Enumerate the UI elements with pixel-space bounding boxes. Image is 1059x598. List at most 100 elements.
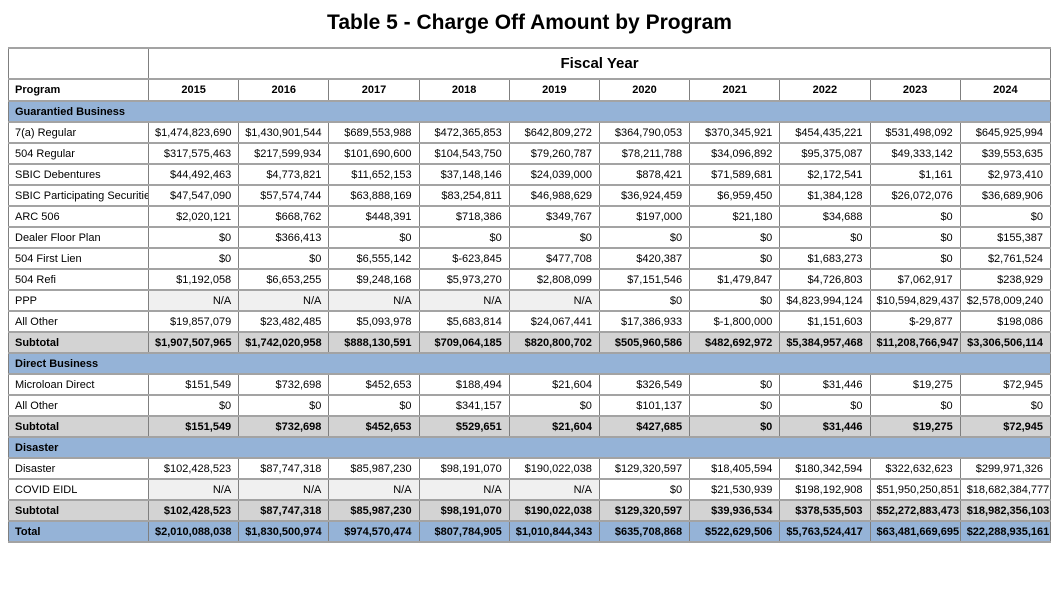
value-cell: $197,000: [598, 205, 691, 228]
value-cell: $472,365,853: [418, 121, 510, 144]
value-cell: $21,530,939: [689, 478, 781, 501]
value-cell: $-29,877: [869, 310, 961, 333]
value-cell: $155,387: [959, 226, 1052, 249]
value-cell: $44,492,463: [147, 163, 240, 186]
value-cell: $2,808,099: [508, 268, 600, 291]
program-column-header: Program: [8, 78, 149, 102]
section-header-row: Guarantied Business: [8, 100, 1051, 123]
total-value-cell: $22,288,935,161: [959, 520, 1052, 543]
value-cell: $47,547,090: [147, 184, 240, 207]
value-cell: $19,275: [869, 373, 961, 396]
value-cell: $104,543,750: [418, 142, 510, 165]
value-cell: $151,549: [147, 373, 240, 396]
table-row: All Other $0 $0 $0 $341,157 $0 $101,137 $0 $0 $0 $…: [8, 394, 1052, 417]
value-cell: $5,973,270: [418, 268, 510, 291]
total-label: Total: [8, 520, 149, 543]
subtotal-value-cell: $732,698: [238, 415, 330, 438]
subtotal-value-cell: $31,446: [779, 415, 871, 438]
subtotal-value-cell: $21,604: [508, 415, 600, 438]
subtotal-value-cell: $452,653: [328, 415, 420, 438]
year-header-2023: 2023: [869, 78, 961, 102]
value-cell: $2,172,541: [779, 163, 871, 186]
value-cell: $1,384,128: [779, 184, 871, 207]
subtotal-value-cell: $1,907,507,965: [147, 331, 240, 354]
table-row: PPP N/A N/A N/A N/A N/A $0 $0 $4,823,994,124 $10,…: [8, 289, 1052, 312]
value-cell: $0: [598, 478, 691, 501]
corner-cell: [8, 47, 149, 80]
value-cell: $180,342,594: [779, 457, 871, 480]
value-cell: $188,494: [418, 373, 510, 396]
value-cell: $129,320,597: [598, 457, 691, 480]
program-cell: PPP: [8, 289, 149, 312]
value-cell: $101,690,600: [328, 142, 420, 165]
value-cell: $-1,800,000: [689, 310, 781, 333]
total-value-cell: $635,708,868: [598, 520, 691, 543]
year-header-2016: 2016: [238, 78, 330, 102]
value-cell: $190,022,038: [508, 457, 600, 480]
subtotal-label: Subtotal: [8, 499, 149, 522]
value-cell: $878,421: [598, 163, 691, 186]
table-row: 504 Regular $317,575,463 $217,599,934 $101,…: [8, 142, 1052, 165]
value-cell: $0: [598, 289, 691, 312]
value-cell: $4,726,803: [779, 268, 871, 291]
value-cell: N/A: [418, 289, 510, 312]
total-value-cell: $807,784,905: [418, 520, 510, 543]
value-cell: $366,413: [238, 226, 330, 249]
value-cell: N/A: [147, 478, 240, 501]
year-header-2015: 2015: [147, 78, 240, 102]
value-cell: $4,823,994,124: [779, 289, 871, 312]
value-cell: $326,549: [598, 373, 691, 396]
value-cell: N/A: [328, 478, 420, 501]
value-cell: $26,072,076: [869, 184, 961, 207]
value-cell: $2,973,410: [959, 163, 1052, 186]
value-cell: $0: [328, 394, 420, 417]
subtotal-value-cell: $0: [689, 415, 781, 438]
value-cell: $24,039,000: [508, 163, 600, 186]
total-value-cell: $5,763,524,417: [779, 520, 871, 543]
subtotal-value-cell: $19,275: [869, 415, 961, 438]
value-cell: $6,959,450: [689, 184, 781, 207]
subtotal-value-cell: $18,982,356,103: [959, 499, 1052, 522]
value-cell: $0: [147, 226, 240, 249]
subtotal-value-cell: $151,549: [147, 415, 240, 438]
total-value-cell: $2,010,088,038: [147, 520, 240, 543]
table-row: SBIC Participating Securities $47,547,090…: [8, 184, 1052, 207]
subtotal-value-cell: $98,191,070: [418, 499, 510, 522]
subtotal-value-cell: $5,384,957,468: [779, 331, 871, 354]
year-header-2024: 2024: [959, 78, 1052, 102]
table-row: ARC 506 $2,020,121 $668,762 $448,391 $718,38…: [8, 205, 1052, 228]
section-header-label: Guarantied Business: [8, 100, 1051, 123]
value-cell: $85,987,230: [328, 457, 420, 480]
value-cell: $39,553,635: [959, 142, 1052, 165]
value-cell: N/A: [418, 478, 510, 501]
section-header-label: Disaster: [8, 436, 1051, 459]
program-cell: SBIC Participating Securities: [8, 184, 149, 207]
value-cell: $2,020,121: [147, 205, 240, 228]
value-cell: $17,386,933: [598, 310, 691, 333]
charge-off-table: Fiscal Year Program 2015 2016 2017 2018 2019…: [8, 47, 1052, 543]
year-header-2017: 2017: [328, 78, 420, 102]
value-cell: $0: [779, 226, 871, 249]
program-cell: 504 First Lien: [8, 247, 149, 270]
value-cell: $36,689,906: [959, 184, 1052, 207]
value-cell: $5,683,814: [418, 310, 510, 333]
value-cell: $98,191,070: [418, 457, 510, 480]
value-cell: $1,683,273: [779, 247, 871, 270]
subtotal-label: Subtotal: [8, 415, 149, 438]
value-cell: $364,790,053: [598, 121, 691, 144]
program-cell: Dealer Floor Plan: [8, 226, 149, 249]
value-cell: $349,767: [508, 205, 600, 228]
value-cell: $0: [869, 394, 961, 417]
table-row: SBIC Debentures $44,492,463 $4,773,821 $11,…: [8, 163, 1052, 186]
value-cell: $46,988,629: [508, 184, 600, 207]
value-cell: $1,151,603: [779, 310, 871, 333]
value-cell: $1,430,901,544: [238, 121, 330, 144]
value-cell: $31,446: [779, 373, 871, 396]
program-cell: COVID EIDL: [8, 478, 149, 501]
value-cell: $10,594,829,437: [869, 289, 961, 312]
subtotal-label: Subtotal: [8, 331, 149, 354]
value-cell: $83,254,811: [418, 184, 510, 207]
table-row: 7(a) Regular $1,474,823,690 $1,430,901,544…: [8, 121, 1052, 144]
value-cell: $18,405,594: [689, 457, 781, 480]
value-cell: $317,575,463: [147, 142, 240, 165]
